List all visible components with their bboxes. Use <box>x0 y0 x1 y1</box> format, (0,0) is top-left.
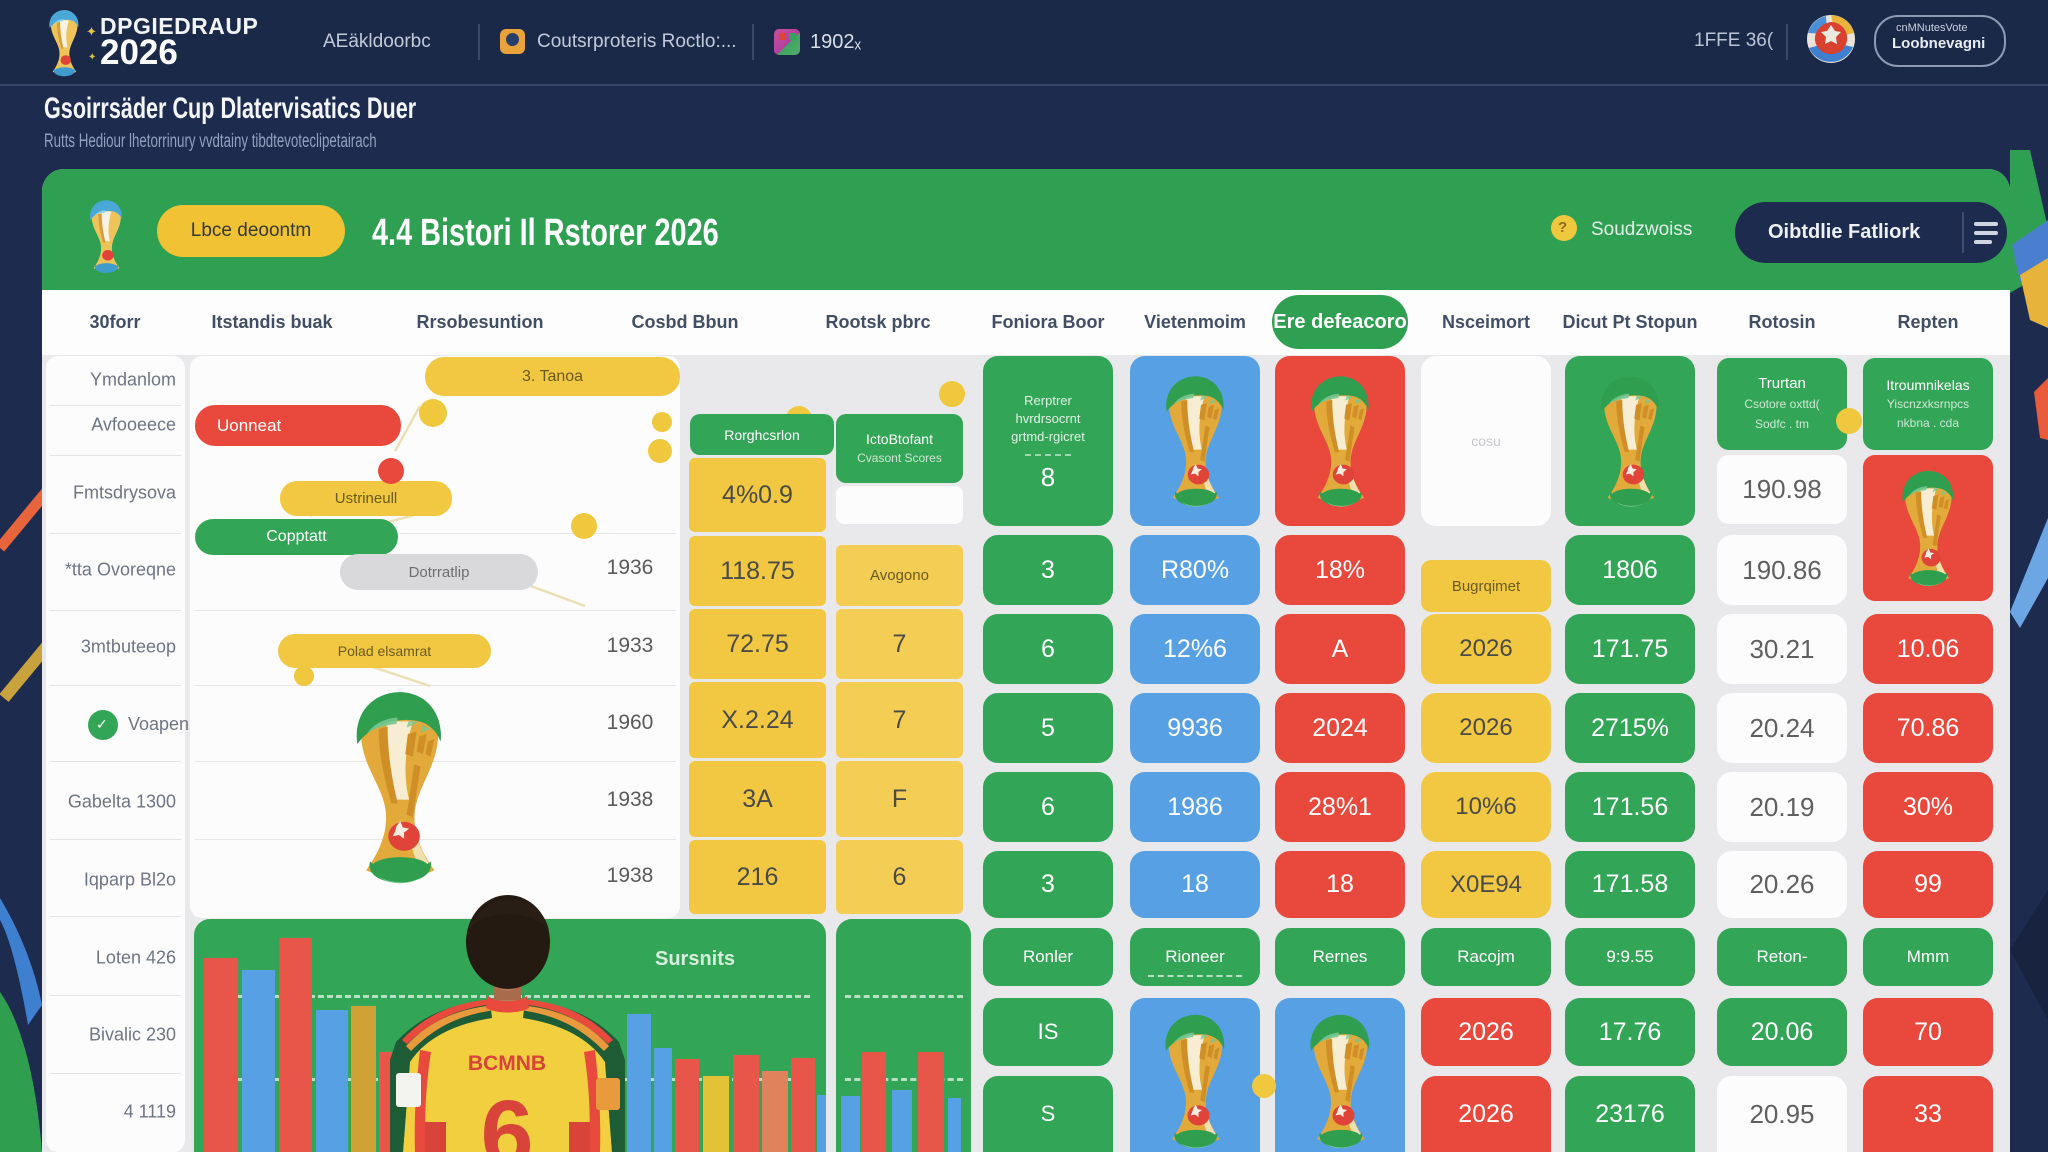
svg-text:BCMNB: BCMNB <box>468 1052 546 1075</box>
svg-text:6: 6 <box>481 1081 534 1152</box>
